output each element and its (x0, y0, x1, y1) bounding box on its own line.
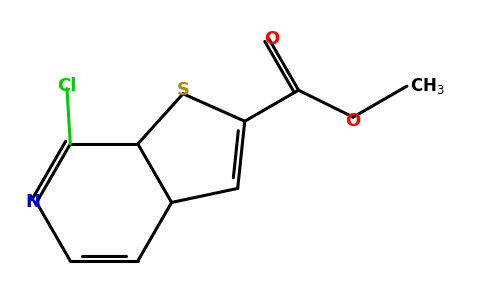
Text: O: O (346, 112, 361, 130)
Text: N: N (26, 194, 41, 211)
Text: S: S (177, 81, 190, 99)
Text: O: O (264, 30, 279, 48)
Text: Cl: Cl (57, 77, 76, 95)
Text: CH$_3$: CH$_3$ (410, 76, 445, 96)
